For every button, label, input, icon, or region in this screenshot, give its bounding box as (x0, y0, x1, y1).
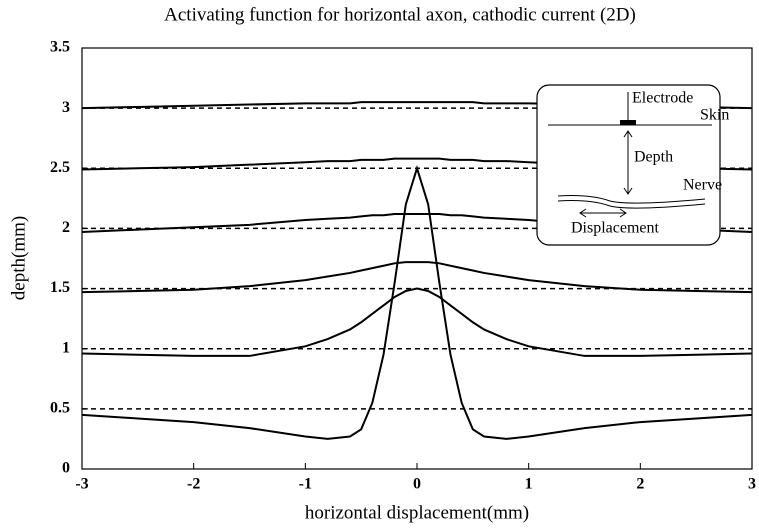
displacement-arrow (579, 208, 627, 218)
data-line (81, 287, 753, 357)
x-tick-label: 2 (636, 476, 644, 493)
x-tick-label: -3 (75, 476, 88, 493)
depth-arrow (623, 130, 633, 195)
x-tick-label: 3 (748, 476, 756, 493)
inset-label: Electrode (632, 90, 693, 107)
data-line (81, 101, 753, 110)
inset-label: Nerve (683, 177, 722, 194)
y-tick-label: 2.5 (50, 159, 70, 176)
y-tick-label: 0.5 (50, 400, 70, 417)
y-tick-label: 0 (62, 460, 70, 477)
y-tick-label: 1 (62, 339, 70, 356)
inset-label: Depth (634, 149, 673, 166)
nerve (557, 195, 706, 209)
x-tick-label: -1 (299, 476, 312, 493)
x-tick-label: 1 (525, 476, 533, 493)
y-axis-label: depth(mm) (8, 216, 29, 300)
y-tick-label: 1.5 (50, 279, 70, 296)
y-tick-label: 3 (62, 99, 70, 116)
inset-label: Displacement (571, 220, 660, 237)
x-tick-label: 0 (413, 476, 421, 493)
data-line (81, 261, 753, 294)
data-line (81, 164, 753, 440)
electrode (620, 120, 636, 125)
y-tick-label: 3.5 (50, 39, 70, 56)
x-axis-label: horizontal displacement(mm) (305, 502, 529, 523)
y-tick-label: 2 (62, 219, 70, 236)
inset-label: Skin (700, 107, 729, 124)
data-line (81, 212, 753, 234)
x-tick-label: -2 (187, 476, 200, 493)
chart-title: Activating function for horizontal axon,… (164, 4, 636, 25)
data-line (81, 157, 753, 171)
